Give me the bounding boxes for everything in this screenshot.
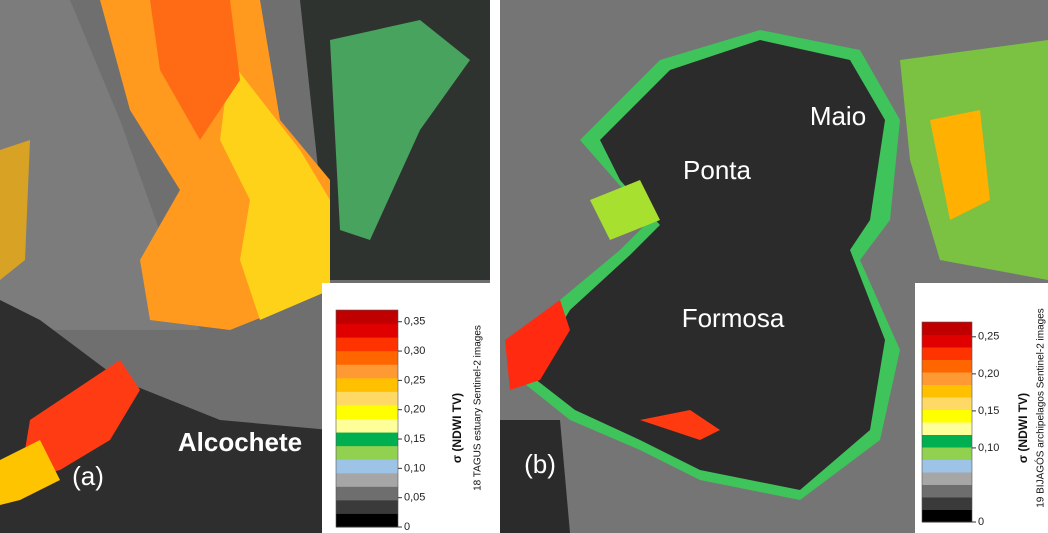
panel-label: (a) bbox=[72, 461, 104, 491]
colorbar-tick-label: 0,20 bbox=[404, 404, 425, 416]
colorbar-tick-label: 0,15 bbox=[978, 405, 999, 417]
colorbar-tick-label: 0,10 bbox=[404, 462, 425, 474]
colorbar-segment bbox=[336, 391, 398, 405]
colorbar-segment bbox=[336, 432, 398, 446]
place-name: Alcochete bbox=[178, 427, 302, 457]
place-name: Ponta bbox=[683, 155, 751, 185]
panel-label: (b) bbox=[524, 449, 556, 479]
page: {"panels": [ {"label": "(a)", "places": … bbox=[0, 0, 1048, 533]
colorbar-segment bbox=[922, 497, 972, 510]
colorbar-segment bbox=[336, 473, 398, 487]
colorbar-segment bbox=[336, 378, 398, 392]
colorbar-segment bbox=[336, 419, 398, 433]
place-name: Maio bbox=[810, 101, 866, 131]
colorbar-title: σ (NDWI TV) bbox=[450, 393, 464, 463]
colorbar-tick-label: 0,35 bbox=[404, 316, 425, 328]
colorbar-segment bbox=[922, 347, 972, 360]
colorbar-tick-label: 0 bbox=[404, 521, 410, 533]
colorbar-tick-label: 0 bbox=[978, 516, 984, 528]
figure: (a) Alcochete 0 0,05 0,10 0,15 0,20 0,25 0,30 0,3… bbox=[0, 0, 1048, 533]
colorbar-segment bbox=[336, 310, 398, 324]
colorbar-segment bbox=[336, 351, 398, 365]
colorbar-segment bbox=[922, 397, 972, 410]
colorbar-segment bbox=[336, 486, 398, 500]
colorbar-segment bbox=[336, 446, 398, 460]
colorbar-tick-label: 0,10 bbox=[978, 442, 999, 454]
colorbar-segment bbox=[336, 364, 398, 378]
place-name: Formosa bbox=[682, 303, 785, 333]
colorbar-segment bbox=[922, 510, 972, 523]
colorbar-segment bbox=[922, 385, 972, 398]
colorbar-segment bbox=[922, 435, 972, 448]
colorbar-tick-label: 0,25 bbox=[404, 374, 425, 386]
colorbar-segment bbox=[336, 459, 398, 473]
colorbar-segment bbox=[336, 500, 398, 514]
colorbar-segment bbox=[336, 324, 398, 338]
colorbar-segment bbox=[922, 447, 972, 460]
colorbar-tick-label: 0,15 bbox=[404, 433, 425, 445]
colorbar-title: σ (NDWI TV) bbox=[1016, 393, 1030, 463]
colorbar-segment bbox=[922, 460, 972, 473]
colorbar-segment bbox=[922, 410, 972, 423]
colorbar-segment bbox=[922, 422, 972, 435]
colorbar-segment bbox=[336, 405, 398, 419]
colorbar-subtitle: 19 BIJAGÓS archipelagos Sentinel-2 image… bbox=[1034, 308, 1047, 508]
colorbar-tick-label: 0,20 bbox=[978, 368, 999, 380]
colorbar-tick-label: 0,30 bbox=[404, 345, 425, 357]
colorbar-segment bbox=[922, 360, 972, 373]
colorbar-segment bbox=[922, 485, 972, 498]
colorbar-segment bbox=[922, 335, 972, 348]
colorbar-segment bbox=[336, 337, 398, 351]
colorbar-segment bbox=[336, 513, 398, 527]
colorbar-subtitle: 18 TAGUS estuary Sentinel-2 images bbox=[473, 325, 484, 491]
colorbar-tick-label: 0,05 bbox=[404, 492, 425, 504]
colorbar-segment bbox=[922, 472, 972, 485]
colorbar-segment bbox=[922, 372, 972, 385]
colorbar-segment bbox=[922, 322, 972, 335]
colorbar-tick-label: 0,25 bbox=[978, 331, 999, 343]
